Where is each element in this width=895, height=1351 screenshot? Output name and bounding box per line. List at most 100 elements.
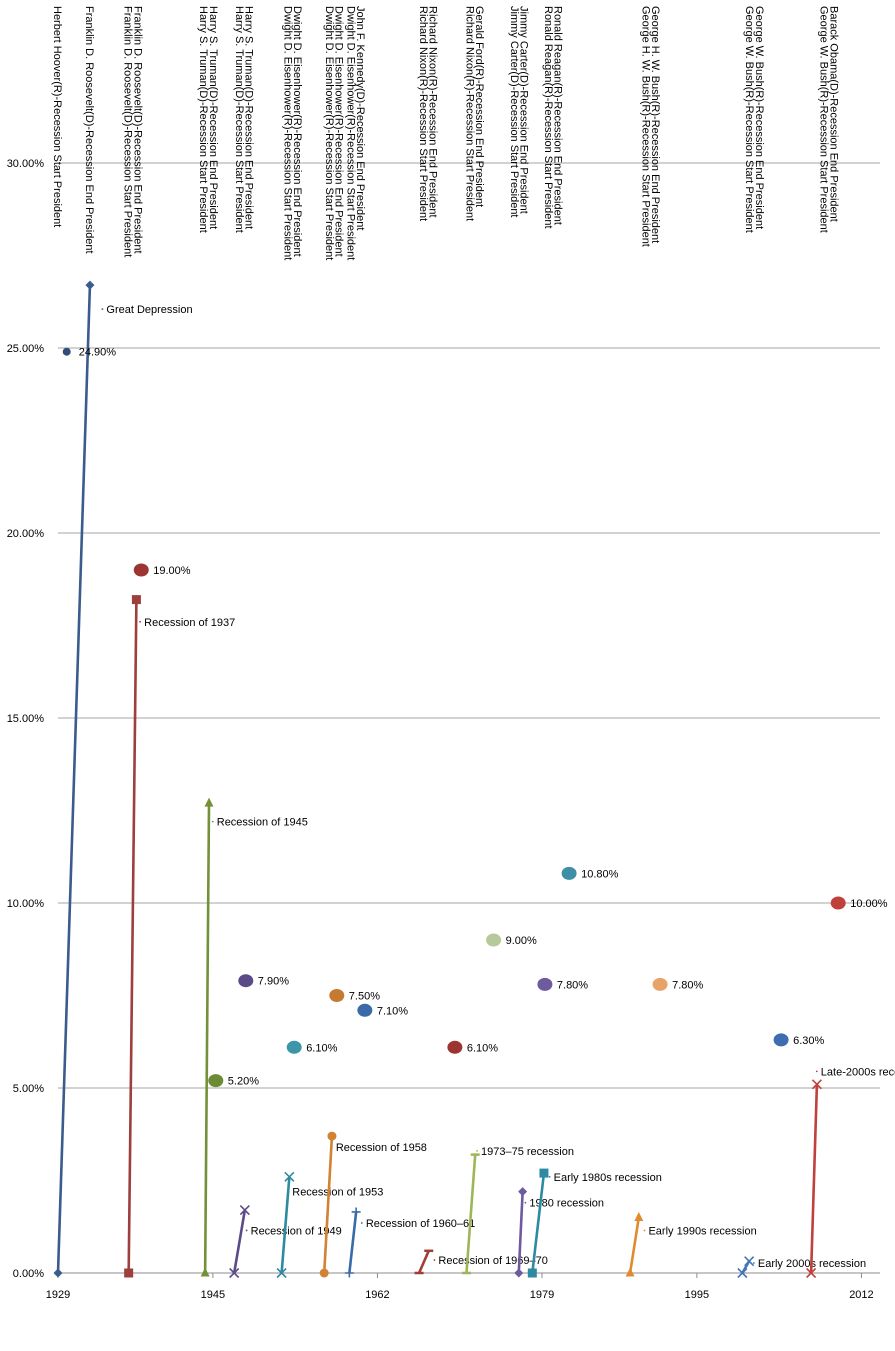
president-label: George H. W. Bush(R)-Recession End Presi… [649, 6, 661, 243]
recession-label: Recession of 1960–61 [366, 1218, 475, 1230]
president-label: Dwight D. Eisenhower(R)-Recession End Pr… [291, 6, 303, 257]
series-marker [737, 1267, 748, 1279]
series-marker [276, 1267, 287, 1279]
series-marker [204, 797, 214, 807]
president-label: Harry S. Truman(D)-Recession Start Presi… [197, 6, 209, 233]
president-label: John F. Kennedy(D)-Recession End Preside… [354, 6, 366, 230]
series-marker [124, 1268, 134, 1278]
president-label: Harry S. Truman(D)-Recession End Preside… [207, 6, 219, 229]
peak-unemployment-points: 24.90% 19.00% 5.20% 7.90% 6.10% 7.50% 7.10% 6.1… [62, 347, 888, 1088]
series-line [465, 1154, 477, 1274]
series-marker [806, 1267, 817, 1279]
peak-value-label: 7.90% [258, 976, 289, 988]
peak-point: 7.80% [537, 977, 588, 991]
series-line [628, 1217, 641, 1274]
recession-series-item: Great Depression [53, 280, 193, 1278]
president-label: Harry S. Truman(D)-Recession Start Presi… [233, 6, 245, 233]
series-marker [514, 1268, 524, 1278]
series-marker [239, 1205, 250, 1216]
series-line [322, 1136, 334, 1274]
recession-series-item: Recession of 1958 [319, 1131, 427, 1278]
x-tick-label: 1962 [365, 1289, 389, 1301]
peak-point: 5.20% [208, 1074, 259, 1088]
president-label: Franklin D. Roosevelt(D)-Recession End P… [83, 6, 95, 254]
peak-value-label: 7.80% [672, 979, 703, 991]
president-label: George W. Bush(R)-Recession Start Presid… [818, 6, 830, 233]
recession-series-item: Recession of 1945 [200, 797, 308, 1277]
peak-point: 10.00% [830, 896, 888, 910]
peak-value-label: 6.30% [793, 1035, 824, 1047]
series-marker [319, 1268, 329, 1278]
recession-series-item: 1973–75 recession [461, 1146, 574, 1275]
series-marker [527, 1268, 537, 1278]
president-label: Dwight D. Eisenhower(R)-Recession Start … [281, 6, 293, 260]
label-dot [360, 1222, 363, 1224]
president-label: Barack Obama(D)-Recession End President [827, 6, 839, 222]
label-dot [524, 1201, 527, 1204]
label-dot [287, 1190, 290, 1193]
series-line [531, 1172, 546, 1274]
y-tick-label: 10.00% [7, 898, 45, 910]
recession-series-item: Early 1980s recession [527, 1168, 662, 1278]
recession-label: Recession of 1953 [292, 1187, 383, 1199]
peak-value-label: 9.00% [506, 935, 537, 947]
recession-series: Great Depression Recession of 1937 Recessi… [53, 280, 895, 1279]
y-tick-label: 15.00% [7, 713, 45, 725]
series-marker [327, 1131, 337, 1141]
label-dot [815, 1070, 818, 1073]
peak-marker [329, 989, 345, 1002]
peak-point: 19.00% [133, 563, 191, 577]
label-dot [211, 820, 214, 823]
peak-marker [357, 1003, 373, 1017]
recession-label: Great Depression [106, 304, 192, 316]
president-label: George W. Bush(R)-Recession Start Presid… [743, 6, 755, 233]
recession-series-item: Recession of 1937 [124, 595, 235, 1278]
recession-label: Early 1980s recession [554, 1172, 662, 1184]
label-dot [139, 620, 142, 623]
peak-marker [238, 974, 254, 988]
recession-series-item: Early 2000s recession [737, 1256, 866, 1279]
series-line [417, 1250, 430, 1274]
president-label: Dwight D. Eisenhower(R)-Recession Start … [344, 6, 356, 260]
peak-value-label: 10.80% [581, 868, 619, 880]
president-labels: Herbert Hoover(R)-Recession Start Presid… [51, 6, 839, 260]
series-marker [53, 1268, 63, 1278]
series-marker [744, 1256, 755, 1267]
recession-series-item: Early 1990s recession [625, 1212, 757, 1277]
series-marker [634, 1212, 644, 1221]
peak-point: 7.50% [329, 989, 380, 1003]
president-label: Franklin D. Roosevelt(D)-Recession End P… [131, 6, 143, 254]
series-line [203, 803, 211, 1274]
recession-label: Recession of 1937 [144, 617, 235, 629]
gridlines [58, 162, 880, 1089]
recession-label: Early 1990s recession [648, 1225, 756, 1237]
recession-label: Recession of 1949 [251, 1225, 342, 1237]
president-label: Richard Nixon(R)-Recession Start Preside… [463, 6, 475, 221]
recession-label: Recession of 1969–70 [438, 1255, 547, 1267]
series-marker [85, 280, 95, 290]
series-line [809, 1084, 819, 1274]
peak-marker [62, 347, 71, 356]
series-marker [625, 1267, 635, 1277]
x-tick-label: 1929 [46, 1289, 70, 1301]
peak-value-label: 7.10% [377, 1005, 408, 1017]
peak-point: 7.80% [652, 977, 704, 991]
x-tick-label: 1995 [685, 1289, 709, 1301]
peak-point: 9.00% [486, 933, 537, 947]
label-dot [433, 1259, 436, 1261]
label-dot [752, 1262, 755, 1264]
series-marker [131, 595, 141, 605]
recession-series-item: Recession of 1953 [276, 1171, 383, 1279]
recession-label: 1980 recession [529, 1198, 604, 1210]
peak-value-label: 6.10% [467, 1042, 498, 1054]
series-line [348, 1211, 358, 1274]
label-dot [101, 308, 104, 311]
peak-marker [208, 1074, 224, 1088]
peak-marker [286, 1040, 302, 1054]
label-dot [330, 1146, 333, 1149]
peak-marker [133, 563, 149, 577]
president-label: Richard Nixon(R)-Recession End President [427, 6, 439, 218]
series-line [232, 1209, 247, 1274]
president-label: George H. W. Bush(R)-Recession Start Pre… [640, 6, 652, 247]
y-tick-label: 20.00% [7, 528, 45, 540]
